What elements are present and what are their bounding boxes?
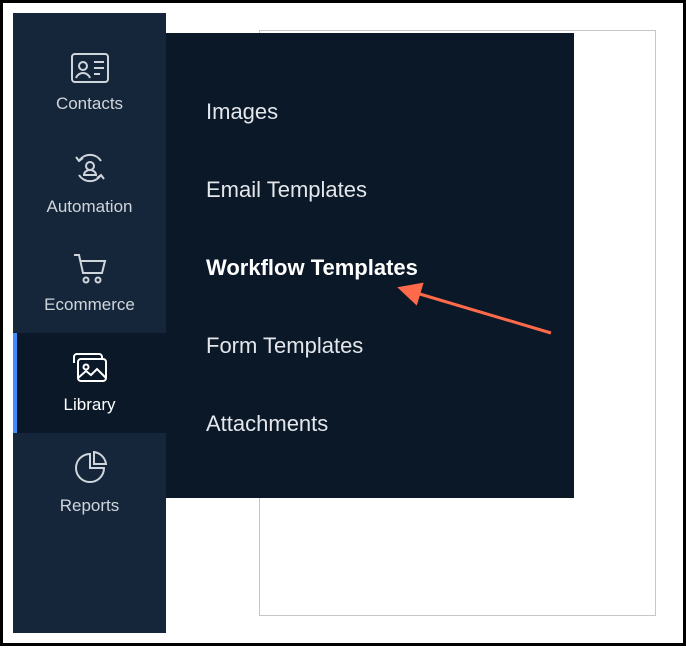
library-icon [70,351,110,385]
flyout-item-workflow-templates[interactable]: Workflow Templates [166,229,574,307]
flyout-item-form-templates[interactable]: Form Templates [166,307,574,385]
flyout-item-label: Attachments [206,411,328,436]
library-flyout: Images Email Templates Workflow Template… [166,33,574,498]
sidebar-item-contacts[interactable]: Contacts [13,33,166,133]
sidebar-item-reports[interactable]: Reports [13,433,166,533]
flyout-item-label: Form Templates [206,333,363,358]
flyout-item-attachments[interactable]: Attachments [166,385,574,463]
sidebar: Contacts Automation [13,13,166,633]
flyout-item-email-templates[interactable]: Email Templates [166,151,574,229]
sidebar-item-library[interactable]: Library [13,333,166,433]
automation-icon [71,149,109,187]
sidebar-item-label: Contacts [56,94,123,114]
reports-icon [72,450,108,486]
app-canvas: Images Email Templates Workflow Template… [3,3,683,643]
active-indicator [13,333,17,433]
sidebar-item-ecommerce[interactable]: Ecommerce [13,233,166,333]
sidebar-item-label: Automation [47,197,133,217]
flyout-item-label: Email Templates [206,177,367,202]
flyout-item-label: Workflow Templates [206,255,418,280]
flyout-item-images[interactable]: Images [166,73,574,151]
contacts-icon [70,52,110,84]
flyout-item-label: Images [206,99,278,124]
sidebar-item-label: Reports [60,496,120,516]
sidebar-item-automation[interactable]: Automation [13,133,166,233]
sidebar-item-label: Library [64,395,116,415]
sidebar-item-label: Ecommerce [44,295,135,315]
ecommerce-icon [71,251,109,285]
